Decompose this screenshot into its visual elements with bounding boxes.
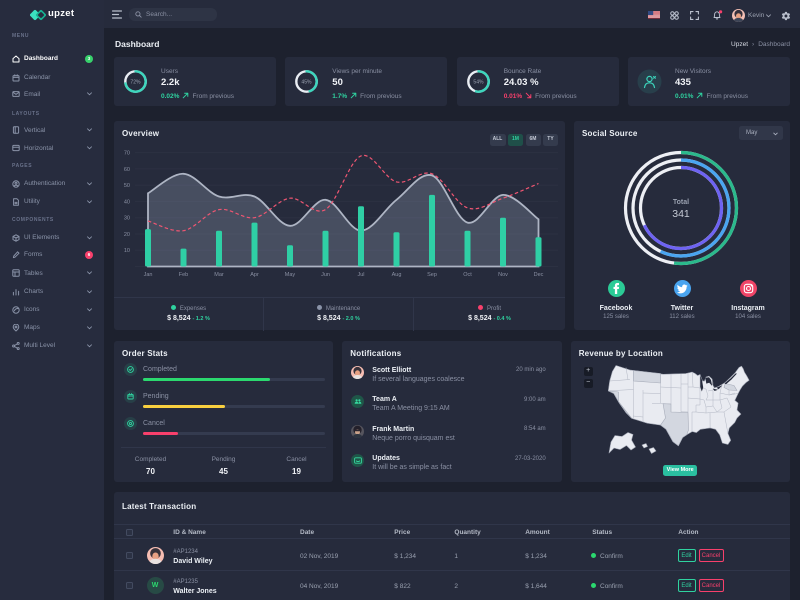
svg-text:May: May bbox=[285, 272, 296, 278]
svg-text:Dec: Dec bbox=[534, 272, 544, 278]
svg-text:Sep: Sep bbox=[427, 272, 437, 278]
svg-text:Feb: Feb bbox=[179, 272, 188, 278]
svg-text:Jan: Jan bbox=[144, 272, 153, 278]
svg-text:Nov: Nov bbox=[498, 272, 508, 278]
svg-text:54%: 54% bbox=[473, 79, 484, 85]
svg-text:40: 40 bbox=[124, 199, 130, 205]
svg-text:45%: 45% bbox=[302, 79, 313, 85]
svg-text:Mar: Mar bbox=[214, 272, 224, 278]
svg-text:60: 60 bbox=[124, 167, 130, 173]
svg-text:Total: Total bbox=[673, 199, 689, 206]
svg-text:72%: 72% bbox=[130, 79, 141, 85]
svg-text:50: 50 bbox=[124, 183, 130, 189]
svg-text:10: 10 bbox=[124, 248, 130, 254]
svg-text:Oct: Oct bbox=[463, 272, 472, 278]
svg-text:30: 30 bbox=[124, 216, 130, 222]
svg-text:20: 20 bbox=[124, 232, 130, 238]
svg-text:Jul: Jul bbox=[357, 272, 364, 278]
svg-text:Aug: Aug bbox=[392, 272, 402, 278]
svg-text:Apr: Apr bbox=[250, 272, 259, 278]
svg-text:Jun: Jun bbox=[321, 272, 330, 278]
svg-text:70: 70 bbox=[124, 151, 130, 157]
svg-text:341: 341 bbox=[672, 208, 690, 220]
